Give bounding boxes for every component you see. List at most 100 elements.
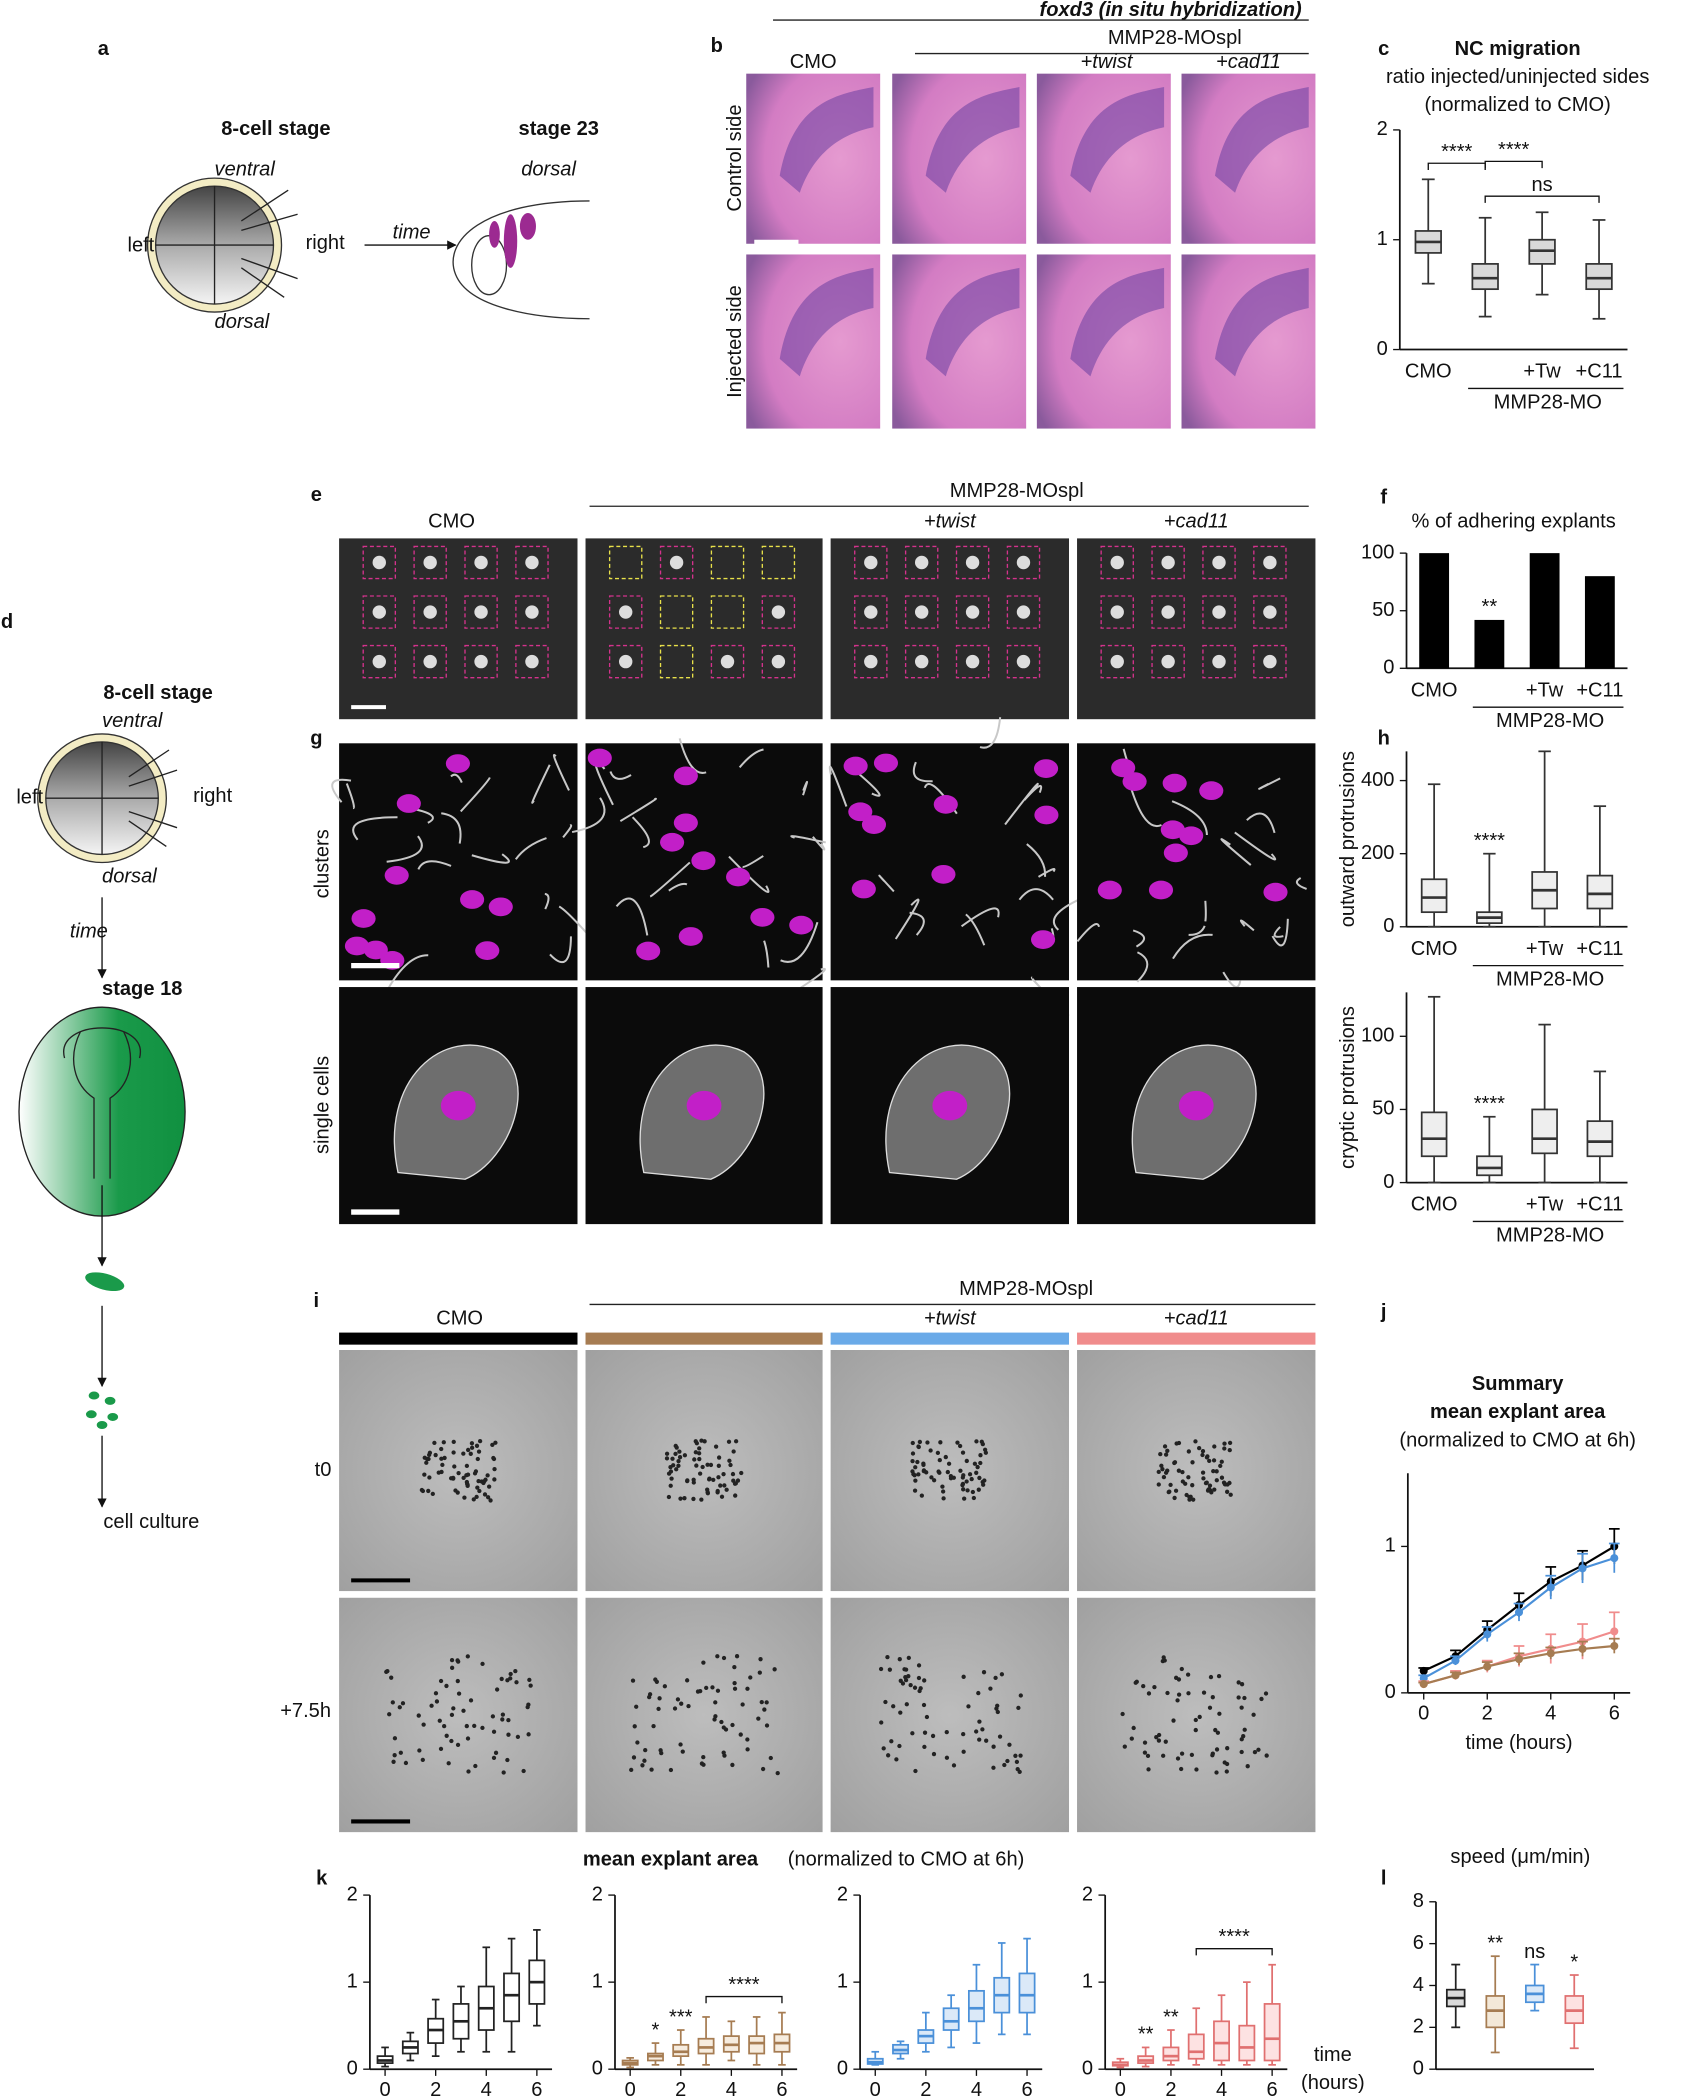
actin bbox=[812, 836, 826, 851]
panel-letter: e bbox=[311, 484, 322, 506]
actin bbox=[878, 874, 895, 893]
cell bbox=[419, 1487, 425, 1493]
cell bbox=[1176, 1677, 1182, 1682]
actin bbox=[960, 907, 1000, 928]
cell bbox=[912, 1488, 918, 1493]
x-tick-label: 2 bbox=[1482, 1703, 1493, 1725]
cell bbox=[491, 1456, 497, 1462]
cell bbox=[675, 1697, 681, 1702]
chart-subtitle: (normalized to CMO at 6h) bbox=[1399, 1429, 1636, 1451]
point bbox=[1451, 1656, 1460, 1665]
cell bbox=[704, 1685, 709, 1691]
cell bbox=[730, 1471, 736, 1477]
column-label: +cad11 bbox=[1164, 1307, 1229, 1329]
cell bbox=[1245, 1764, 1250, 1769]
column-label: CMO bbox=[790, 51, 837, 73]
cell bbox=[924, 1714, 930, 1720]
actin bbox=[1271, 918, 1289, 947]
cell bbox=[427, 1452, 432, 1458]
cell bbox=[1201, 1690, 1207, 1695]
cell bbox=[916, 1472, 921, 1477]
explant bbox=[771, 605, 786, 619]
actin bbox=[1018, 888, 1054, 901]
chart-subtitle: (normalized to CMO) bbox=[1425, 94, 1611, 116]
cell bbox=[1224, 1761, 1230, 1767]
cell bbox=[694, 1463, 699, 1468]
cell bbox=[1162, 1444, 1168, 1449]
cell bbox=[483, 1477, 488, 1482]
box bbox=[1018, 1972, 1036, 2014]
cell bbox=[1216, 1673, 1222, 1679]
x-tick-label: 6 bbox=[1609, 1703, 1620, 1725]
cell bbox=[427, 1475, 432, 1480]
x-tick-label: +Tw bbox=[1526, 679, 1564, 701]
explant-box bbox=[1253, 644, 1287, 679]
explant bbox=[1263, 555, 1277, 570]
nucleus bbox=[873, 753, 899, 773]
cell bbox=[697, 1446, 702, 1451]
condition-bar bbox=[339, 1332, 578, 1345]
cell bbox=[891, 1704, 896, 1709]
cell bbox=[491, 1755, 497, 1760]
box bbox=[1586, 1120, 1614, 1158]
x-tick-label: 6 bbox=[1021, 2079, 1032, 2100]
actin bbox=[912, 761, 933, 783]
axis-label: outward protrusions bbox=[1337, 751, 1359, 927]
cell bbox=[921, 1702, 927, 1708]
x-tick-label: 2 bbox=[675, 2079, 686, 2100]
explant-box bbox=[1006, 595, 1041, 629]
box bbox=[1586, 874, 1614, 910]
cell bbox=[686, 1703, 691, 1709]
cell bbox=[1227, 1480, 1232, 1486]
cell bbox=[1146, 1691, 1152, 1696]
cell bbox=[944, 1729, 949, 1735]
cell bbox=[1190, 1483, 1195, 1488]
box bbox=[503, 1972, 521, 2023]
bracket bbox=[1484, 195, 1600, 203]
cell bbox=[733, 1439, 739, 1444]
cell bbox=[455, 1678, 460, 1684]
micrograph bbox=[585, 538, 823, 720]
cell bbox=[1163, 1470, 1169, 1475]
cell bbox=[1156, 1469, 1161, 1474]
cell bbox=[912, 1473, 917, 1478]
y-tick-label: 400 bbox=[1361, 769, 1395, 791]
cell bbox=[756, 1716, 761, 1721]
cell bbox=[448, 1476, 454, 1481]
cell bbox=[1252, 1749, 1258, 1755]
cell bbox=[1186, 1475, 1191, 1480]
axis-label: time (hours) bbox=[1465, 1732, 1572, 1754]
cell bbox=[444, 1733, 449, 1738]
bar bbox=[1474, 619, 1505, 669]
condition-bar bbox=[1077, 1332, 1316, 1345]
actin bbox=[1037, 868, 1056, 878]
box bbox=[1471, 263, 1499, 291]
cell bbox=[980, 1727, 985, 1732]
actin bbox=[790, 834, 826, 844]
panel-letter: l bbox=[1381, 1867, 1387, 1889]
explant-box bbox=[464, 644, 498, 679]
cell bbox=[494, 1687, 500, 1692]
explant bbox=[423, 555, 437, 570]
cell bbox=[983, 1450, 988, 1455]
bracket bbox=[705, 1995, 783, 2004]
cell bbox=[764, 1723, 770, 1728]
cell bbox=[910, 1469, 915, 1474]
cell bbox=[471, 1497, 476, 1502]
cell bbox=[446, 1761, 451, 1766]
cell bbox=[490, 1714, 496, 1719]
explant-box bbox=[854, 595, 888, 629]
cell bbox=[1225, 1489, 1230, 1494]
cell bbox=[1242, 1727, 1247, 1732]
column-label: CMO bbox=[428, 511, 475, 533]
cell bbox=[937, 1458, 942, 1463]
cell bbox=[1013, 1753, 1018, 1758]
cell bbox=[449, 1712, 455, 1718]
cell bbox=[473, 1763, 478, 1769]
cell bbox=[466, 1769, 471, 1774]
cell bbox=[453, 1488, 458, 1493]
explant bbox=[1263, 654, 1277, 669]
cell bbox=[1120, 1711, 1125, 1717]
cell bbox=[642, 1758, 647, 1763]
y-tick-label: 0 bbox=[837, 2057, 848, 2079]
